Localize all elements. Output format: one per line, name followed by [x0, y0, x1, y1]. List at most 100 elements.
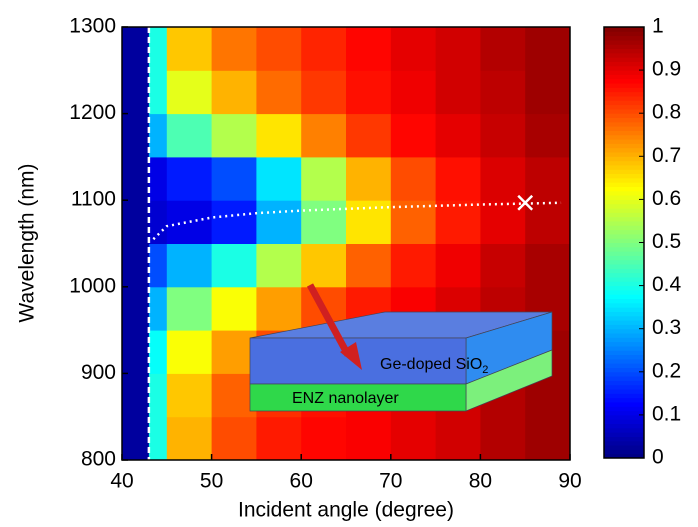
- heat-cell: [211, 330, 257, 374]
- heat-cell: [211, 27, 257, 71]
- colorbar-tick-label: 0.8: [652, 101, 681, 124]
- x-tick-label: 70: [379, 470, 402, 493]
- heat-cell: [525, 200, 571, 244]
- colorbar-strip: [604, 255, 644, 261]
- colorbar-strip: [604, 134, 644, 140]
- colorbar-strip: [604, 289, 644, 295]
- resonance-curve: [152, 201, 562, 241]
- colorbar-strip: [604, 449, 644, 455]
- colorbar-strip: [604, 164, 644, 170]
- heat-cell: [148, 416, 168, 461]
- colorbar-strip: [604, 453, 644, 459]
- colorbar-strip: [604, 108, 644, 114]
- heat-cell: [211, 200, 257, 244]
- heat-cell: [166, 286, 213, 331]
- heat-cell: [480, 416, 526, 461]
- colorbar-strip: [604, 389, 644, 394]
- colorbar-tick-label: 0.2: [652, 359, 681, 382]
- colorbar-strip: [604, 354, 644, 360]
- inset: Ge-doped SiO2 ENZ nanolayer: [249, 283, 553, 412]
- heat-cell: [148, 286, 168, 331]
- colorbar-strip: [604, 121, 644, 127]
- colorbar-strip: [604, 410, 644, 416]
- heat-cell: [435, 200, 481, 244]
- x-tick-label: 50: [200, 470, 223, 493]
- heat-cell: [211, 70, 257, 115]
- heat-cell: [525, 416, 571, 461]
- colorbar-strip: [604, 147, 644, 153]
- colorbar-strip: [604, 285, 644, 291]
- heat-cell: [346, 113, 392, 158]
- colorbar-tick-label: 0.6: [652, 187, 681, 210]
- colorbar-strip: [604, 78, 644, 84]
- colorbar-strip: [604, 95, 644, 101]
- colorbar-strip: [604, 333, 644, 338]
- heatmap: [122, 27, 571, 461]
- heat-cell: [301, 416, 347, 461]
- colorbar-strip: [604, 233, 644, 239]
- colorbar-strip: [604, 186, 644, 192]
- colorbar-strip: [604, 427, 644, 433]
- heat-cell: [346, 27, 392, 71]
- heat-cell: [256, 70, 302, 115]
- heat-cell: [301, 113, 347, 158]
- colorbar-strip: [604, 311, 644, 317]
- heat-cell: [435, 416, 481, 461]
- colorbar-strip: [604, 39, 644, 45]
- colorbar-strip: [604, 367, 644, 373]
- colorbar-strip: [604, 91, 644, 97]
- colorbar-strip: [604, 419, 644, 425]
- colorbar-strip: [604, 199, 644, 205]
- colorbar-strip: [604, 440, 644, 446]
- colorbar-strip: [604, 380, 644, 386]
- colorbar-strip: [604, 35, 644, 41]
- colorbar-strip: [604, 393, 644, 399]
- heat-cell: [166, 416, 213, 461]
- colorbar-strip: [604, 432, 644, 437]
- heat-cell: [256, 200, 302, 244]
- heat-cell: [435, 243, 481, 288]
- colorbar-strip: [604, 436, 644, 442]
- inset-top-text: Ge-doped SiO: [380, 356, 482, 373]
- colorbar-strip: [604, 44, 644, 50]
- heat-cell: [435, 27, 481, 71]
- colorbar-strip: [604, 182, 644, 187]
- heat-cell: [211, 373, 257, 418]
- colorbar-strip: [604, 363, 644, 368]
- heat-cell: [148, 330, 168, 374]
- colorbar-strip: [604, 376, 644, 381]
- heat-cell: [390, 243, 437, 288]
- heat-cell: [148, 113, 168, 158]
- heat-cell: [256, 416, 302, 461]
- colorbar-strip: [604, 160, 644, 166]
- colorbar-tick-label: 0: [652, 446, 664, 469]
- colorbar-strip: [604, 302, 644, 308]
- heat-cell: [346, 243, 392, 288]
- colorbar-strip: [604, 208, 644, 213]
- colorbar-strip: [604, 264, 644, 269]
- heat-cell: [346, 70, 392, 115]
- colorbar-tick-label: 0.3: [652, 316, 681, 339]
- colorbar-strip: [604, 61, 644, 67]
- colorbar-strip: [604, 414, 644, 420]
- heat-cell: [211, 113, 257, 158]
- colorbar-strip: [604, 341, 644, 347]
- colorbar-strip: [604, 272, 644, 278]
- heat-cell: [148, 156, 168, 201]
- colorbar-strip: [604, 350, 644, 356]
- heat-cell: [211, 243, 257, 288]
- colorbar-strip: [604, 190, 644, 196]
- heat-cell: [166, 243, 213, 288]
- x-tick-label: 90: [558, 470, 581, 493]
- colorbar-strip: [604, 320, 644, 325]
- heat-cell: [346, 416, 392, 461]
- heat-cell: [301, 243, 347, 288]
- heat-cell: [525, 156, 571, 201]
- colorbar-strip: [604, 126, 644, 131]
- colorbar-strip: [604, 238, 644, 243]
- colorbar-strip: [604, 358, 644, 364]
- heat-cell: [390, 156, 437, 201]
- colorbar-strip: [604, 229, 644, 235]
- colorbar-strip: [604, 225, 644, 231]
